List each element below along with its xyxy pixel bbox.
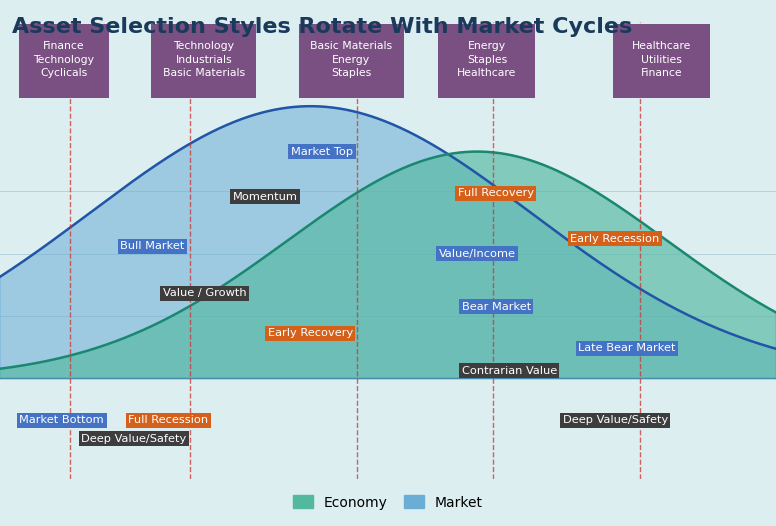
Text: Value / Growth: Value / Growth — [163, 288, 247, 298]
Text: Contrarian Value: Contrarian Value — [462, 366, 557, 376]
FancyBboxPatch shape — [151, 24, 256, 98]
Text: Energy
Staples
Healthcare: Energy Staples Healthcare — [457, 41, 517, 78]
Text: Market Bottom: Market Bottom — [19, 415, 104, 425]
Legend: Economy, Market: Economy, Market — [288, 490, 488, 515]
Text: Value/Income: Value/Income — [438, 249, 515, 259]
Text: Basic Materials
Energy
Staples: Basic Materials Energy Staples — [310, 41, 392, 78]
FancyBboxPatch shape — [613, 24, 710, 98]
Text: Full Recession: Full Recession — [128, 415, 208, 425]
FancyBboxPatch shape — [438, 24, 535, 98]
FancyBboxPatch shape — [19, 24, 109, 98]
Text: Full Recovery: Full Recovery — [458, 188, 534, 198]
Text: Deep Value/Safety: Deep Value/Safety — [81, 434, 187, 444]
Text: Bull Market: Bull Market — [120, 241, 185, 251]
Text: Healthcare
Utilities
Finance: Healthcare Utilities Finance — [632, 41, 691, 78]
FancyBboxPatch shape — [299, 24, 404, 98]
Text: Bear Market: Bear Market — [462, 301, 531, 311]
Text: Early Recession: Early Recession — [570, 234, 660, 244]
Text: Finance
Technology
Cyclicals: Finance Technology Cyclicals — [33, 41, 95, 78]
Text: Momentum: Momentum — [233, 192, 298, 202]
Text: Asset Selection Styles Rotate With Market Cycles: Asset Selection Styles Rotate With Marke… — [12, 17, 632, 37]
Text: Technology
Industrials
Basic Materials: Technology Industrials Basic Materials — [163, 41, 244, 78]
Text: Early Recovery: Early Recovery — [268, 328, 353, 338]
Text: Market Top: Market Top — [291, 147, 353, 157]
Text: Late Bear Market: Late Bear Market — [578, 343, 676, 353]
Text: Deep Value/Safety: Deep Value/Safety — [563, 415, 668, 425]
